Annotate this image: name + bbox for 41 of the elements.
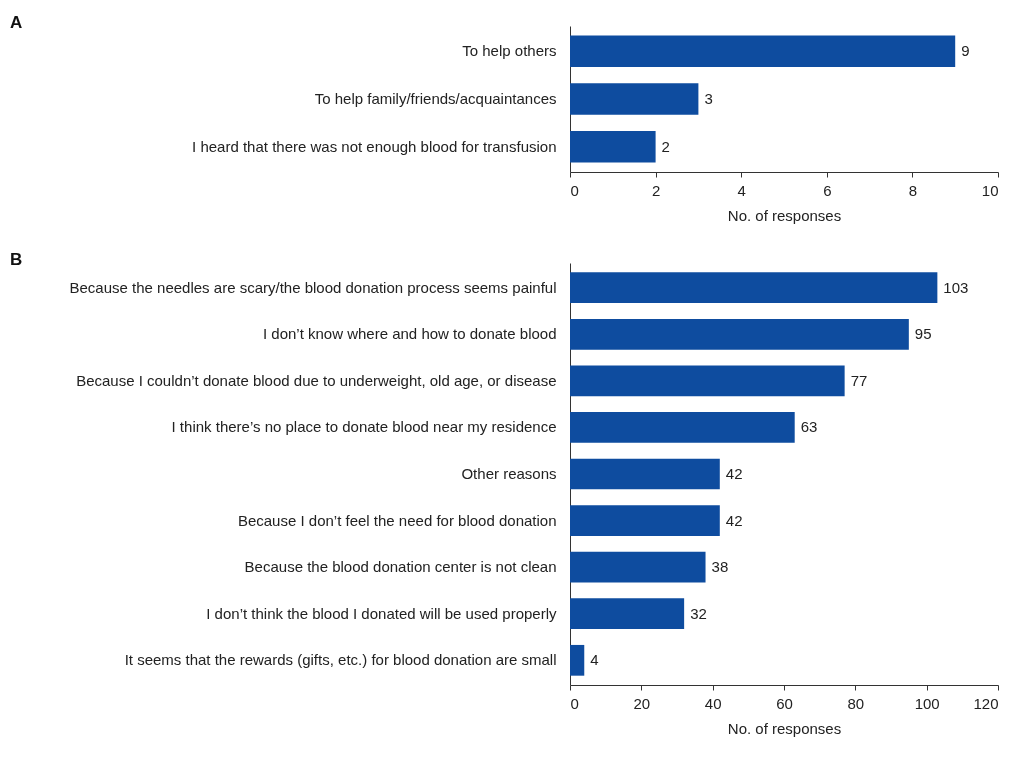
text: B: [10, 250, 23, 269]
x-tick-label: 40: [704, 694, 722, 712]
data-label: 77: [850, 371, 868, 389]
x-tick-label: 120: [973, 694, 999, 712]
data-label: 42: [725, 465, 743, 482]
x-tick-label: 20: [633, 694, 651, 712]
x-tick-label: 4: [737, 181, 746, 199]
y-tick-label: Because I don’t feel the need for blood donation: [237, 511, 557, 529]
x-tick-label: 60: [776, 694, 793, 712]
y-tick-label: Because the blood donation center is not clean: [244, 558, 557, 576]
data-label: 3: [704, 90, 713, 107]
y-tick-label: Because I couldn’t donate blood due to underweight, old age, or disease: [76, 371, 557, 389]
data-label: 103: [943, 278, 969, 296]
x-axis-title: No. of responses: [727, 719, 842, 737]
y-tick-label: I heard that there was not enough blood for transfusion: [192, 137, 557, 155]
data-label: 95: [914, 325, 932, 343]
data-label: 32: [690, 604, 707, 622]
y-tick-label: Other reasons: [461, 465, 557, 482]
x-tick-label: 80: [847, 694, 865, 712]
x-tick-label: 100: [914, 694, 940, 712]
data-label: 38: [711, 558, 729, 576]
y-tick-label: To help others: [462, 42, 557, 60]
y-tick-label: Because the needles are scary/the blood donation process seems painful: [69, 278, 557, 296]
y-tick-label: I don’t know where and how to donate blood: [262, 325, 557, 343]
data-label: 2: [661, 137, 670, 155]
data-label: 63: [800, 418, 818, 436]
data-label: 4: [590, 651, 599, 669]
data-label: 42: [725, 511, 743, 529]
text: A: [10, 13, 23, 32]
x-tick-label: 2: [651, 181, 661, 199]
x-tick-label: 10: [981, 181, 999, 199]
x-axis-title: No. of responses: [727, 206, 842, 224]
y-tick-label: It seems that the rewards (gifts, etc.) for blood donation are small: [124, 651, 557, 669]
data-label: 9: [961, 42, 970, 60]
x-tick-label: 8: [908, 181, 918, 199]
x-tick-label: 6: [823, 181, 832, 199]
x-tick-label: 0: [570, 181, 579, 199]
x-tick-label: 0: [570, 694, 579, 712]
y-tick-label: I don’t think the blood I donated will be used properly: [206, 604, 557, 622]
y-tick-label: To help family/friends/acquaintances: [314, 90, 557, 107]
y-tick-label: I think there’s no place to donate blood near my residence: [171, 418, 557, 436]
